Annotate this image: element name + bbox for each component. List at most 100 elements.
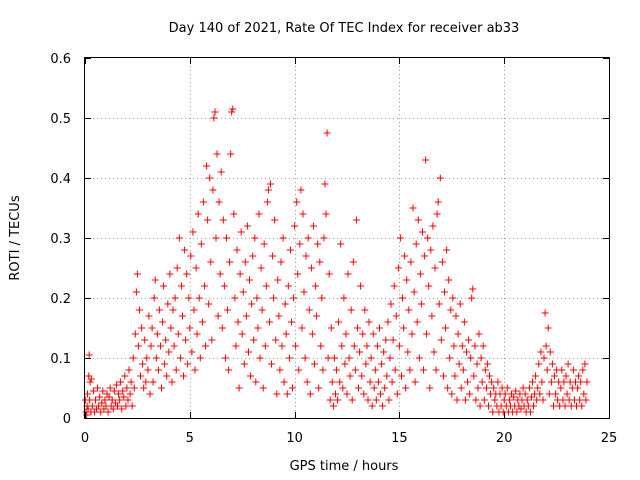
data-point (467, 354, 475, 362)
data-point (416, 270, 424, 278)
data-point (220, 282, 228, 290)
data-point (88, 402, 96, 410)
data-point (247, 372, 255, 380)
data-point (227, 150, 235, 158)
data-point (202, 342, 209, 350)
data-point (192, 264, 200, 272)
data-point (448, 390, 456, 398)
data-point (143, 354, 151, 362)
data-point (363, 342, 371, 350)
data-point (161, 360, 169, 368)
data-point (396, 234, 404, 242)
data-point (346, 372, 354, 380)
data-point (275, 312, 283, 320)
data-point (389, 336, 397, 344)
data-point (343, 390, 351, 398)
data-point (101, 396, 109, 404)
data-point (203, 162, 211, 170)
data-point (256, 354, 264, 362)
data-point (115, 390, 122, 398)
data-point (185, 294, 193, 302)
data-point (188, 348, 196, 356)
data-point (339, 384, 347, 392)
data-point (315, 384, 323, 392)
data-point (539, 396, 547, 404)
data-point (293, 198, 301, 206)
data-point (216, 270, 224, 278)
data-point (412, 240, 420, 248)
data-point (125, 366, 133, 374)
data-point (413, 318, 421, 326)
data-point (519, 384, 527, 392)
data-point (457, 384, 465, 392)
data-point (391, 366, 399, 374)
data-point (426, 384, 434, 392)
data-point (435, 300, 443, 308)
data-point (356, 348, 364, 356)
data-point (561, 402, 569, 410)
data-point (376, 324, 383, 332)
data-point (525, 384, 533, 392)
data-point (574, 384, 582, 392)
data-point (261, 342, 269, 350)
data-point (162, 336, 170, 344)
data-point (191, 366, 199, 374)
data-point (171, 294, 179, 302)
data-point (490, 384, 498, 392)
data-point (510, 393, 518, 401)
data-point (242, 312, 250, 320)
data-point (312, 282, 320, 290)
data-point (458, 342, 466, 350)
data-point (393, 390, 401, 398)
y-tick-label: 0.5 (50, 112, 71, 127)
data-point (580, 390, 588, 398)
data-point (245, 348, 252, 356)
data-point (150, 294, 158, 302)
data-point (120, 393, 128, 401)
data-point (581, 360, 589, 368)
data-point (447, 306, 455, 314)
y-tick-label: 0.3 (50, 232, 71, 247)
data-point (562, 372, 570, 380)
data-point (403, 276, 411, 284)
data-points (81, 105, 591, 419)
data-point (362, 360, 370, 368)
data-point (548, 360, 556, 368)
data-point (239, 288, 247, 296)
data-point (296, 240, 304, 248)
data-point (316, 258, 324, 266)
data-point (167, 324, 175, 332)
data-point (569, 366, 577, 374)
data-point (576, 396, 584, 404)
data-point (281, 300, 289, 308)
data-point (127, 378, 135, 386)
data-point (340, 294, 348, 302)
data-point (250, 336, 258, 344)
data-point (305, 306, 313, 314)
data-point (537, 348, 545, 356)
data-point (169, 306, 177, 314)
data-point (163, 372, 171, 380)
data-point (140, 384, 148, 392)
data-point (248, 300, 256, 308)
data-point (411, 378, 419, 386)
data-point (212, 234, 220, 242)
data-point (329, 402, 337, 410)
data-point (372, 396, 380, 404)
data-point (262, 282, 270, 290)
data-point (454, 330, 462, 338)
y-axis-label: ROTI / TECUs (8, 195, 23, 280)
data-point (464, 378, 471, 386)
data-point (145, 312, 153, 320)
data-point (139, 360, 147, 368)
data-point (197, 240, 205, 248)
data-point (209, 186, 217, 194)
data-point (483, 360, 491, 368)
data-point (530, 402, 537, 410)
x-axis-label: GPS time / hours (290, 459, 399, 474)
data-point (326, 396, 334, 404)
data-point (432, 366, 440, 374)
data-point (211, 108, 219, 116)
data-point (544, 324, 552, 332)
